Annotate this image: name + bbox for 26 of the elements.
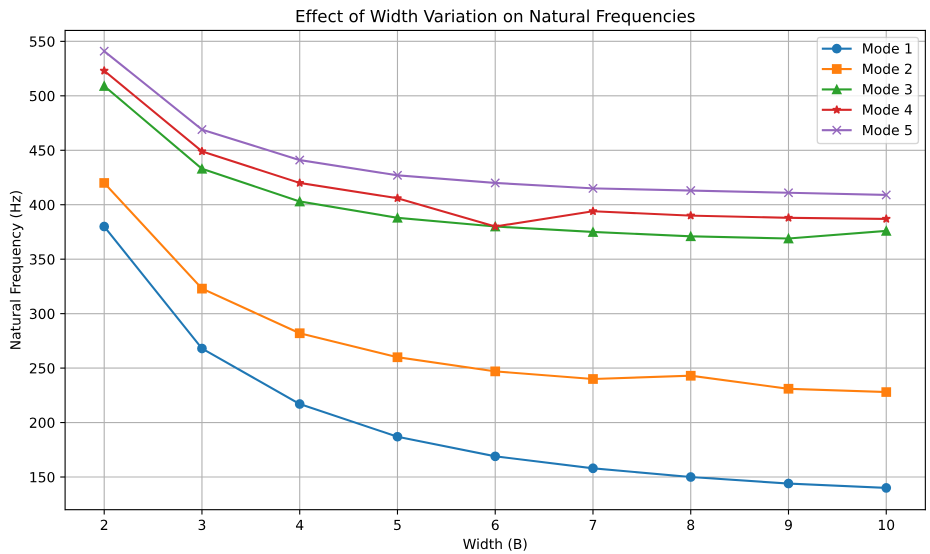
y-axis-title: Natural Frequency (Hz) [10,191,24,349]
legend-label: Mode 3 [863,84,912,94]
x-tick-label: 4 [296,520,304,530]
x-tick-label: 3 [198,520,206,530]
x-tick-label: 5 [394,520,401,530]
x-tick-label: 10 [878,520,894,530]
y-tick-label: 500 [30,90,54,102]
y-tick-label: 350 [30,254,54,265]
y-tick-label: 550 [30,36,54,47]
x-tick-label: 7 [590,520,596,530]
y-tick-label: 400 [30,200,54,210]
x-tick-label: 9 [784,520,792,530]
y-tick-label: 250 [30,363,54,374]
x-tick-label: 6 [492,520,499,530]
x-axis-title: Width (B) [463,538,527,551]
y-tick-label: 450 [30,145,54,156]
y-tick-label: 150 [30,472,54,482]
y-tick-label: 300 [30,308,54,320]
legend-label: Mode 2 [863,63,912,74]
y-tick-label: 200 [30,418,54,428]
x-tick-label: 8 [687,520,694,530]
legend-label: Mode 5 [863,124,912,136]
legend-label: Mode 4 [863,104,912,115]
chart-title: Effect of Width Variation on Natural Frequencies [296,9,695,26]
x-tick-label: 2 [100,520,108,530]
legend-label: Mode 1 [863,42,912,54]
